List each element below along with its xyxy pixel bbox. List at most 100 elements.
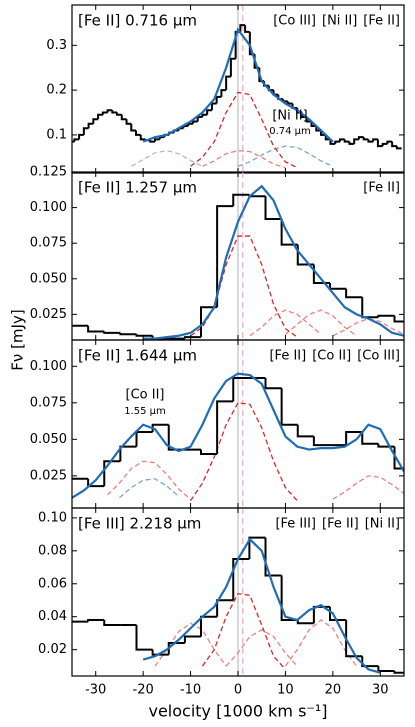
spectrum-step bbox=[116, 112, 122, 116]
plot-area bbox=[72, 340, 404, 508]
y-tick-label: 0.06 bbox=[38, 576, 67, 591]
spectrum-step bbox=[103, 620, 121, 626]
x-tick-label: -30 bbox=[85, 683, 106, 698]
spectrum-step bbox=[206, 109, 212, 115]
spectrum-step bbox=[345, 288, 363, 299]
spectrum-step bbox=[149, 140, 155, 143]
plot-area bbox=[72, 172, 404, 340]
spectrum-step bbox=[183, 336, 202, 339]
spectrum-step bbox=[280, 388, 298, 426]
spectrum-step bbox=[151, 423, 169, 433]
spectrum-step bbox=[106, 109, 113, 113]
spectrum-step bbox=[232, 558, 250, 601]
fit-line bbox=[142, 537, 381, 674]
line-label: [Ni II] bbox=[365, 517, 400, 532]
spectrum-step bbox=[391, 141, 397, 148]
spectrum-step bbox=[210, 102, 217, 111]
component-line bbox=[107, 460, 191, 500]
spectrum-step bbox=[376, 139, 383, 148]
line-label: [Co III] bbox=[273, 14, 316, 29]
y-tick-label: 0.025 bbox=[30, 468, 67, 483]
y-tick-label: 0.08 bbox=[38, 543, 67, 558]
spectrum-step bbox=[167, 642, 185, 655]
spectrum-step bbox=[200, 449, 218, 455]
y-tick-label: 0.075 bbox=[30, 236, 67, 251]
spectrum-step bbox=[264, 196, 282, 220]
component-line bbox=[285, 309, 357, 337]
annotation-detail: 0.74 μm bbox=[269, 126, 311, 137]
x-tick-label: -20 bbox=[133, 683, 154, 698]
y-tick-label: 0.050 bbox=[30, 432, 67, 447]
spectrum-step bbox=[191, 120, 198, 124]
y-tick-label: 0.100 bbox=[30, 359, 67, 374]
component-line bbox=[190, 91, 298, 169]
plot-area bbox=[72, 508, 404, 676]
x-tick-label: 10 bbox=[277, 683, 294, 698]
spectrum-step bbox=[125, 119, 132, 125]
spectrum-step bbox=[92, 118, 99, 124]
spectrum-step bbox=[154, 138, 160, 142]
spectrum-step bbox=[225, 75, 231, 91]
spectrum-step bbox=[135, 431, 153, 447]
component-line bbox=[332, 475, 404, 500]
component-line bbox=[119, 478, 180, 499]
spectrum-step bbox=[73, 138, 80, 142]
spectrum-step bbox=[119, 332, 137, 336]
spectrum-step bbox=[87, 619, 105, 622]
component-line bbox=[190, 402, 298, 502]
spectrum-step bbox=[82, 127, 89, 135]
spectrum-step bbox=[196, 116, 203, 122]
spectrum-step bbox=[97, 113, 103, 120]
spectrum-step bbox=[372, 138, 378, 142]
spectrum-step bbox=[248, 536, 266, 560]
spectrum-step bbox=[232, 376, 250, 402]
annotation-detail: 1.55 μm bbox=[124, 406, 166, 417]
x-tick-label: 30 bbox=[372, 683, 389, 698]
line-label: [Fe II] bbox=[363, 14, 400, 29]
spectrum-step bbox=[386, 140, 393, 144]
component-line bbox=[284, 619, 358, 667]
y-tick-label: 0.2 bbox=[46, 83, 67, 98]
spectrum-step bbox=[135, 130, 141, 136]
fit-line bbox=[142, 27, 334, 143]
spectrum-step bbox=[120, 114, 127, 121]
y-tick-label: 0.3 bbox=[46, 38, 67, 53]
spectrum-step bbox=[158, 136, 165, 140]
component-line bbox=[202, 149, 286, 169]
y-tick-label: 0.04 bbox=[38, 609, 67, 624]
spectrum-step bbox=[87, 122, 94, 129]
spectrum-step bbox=[220, 89, 227, 97]
line-label: [Fe II] bbox=[322, 517, 359, 532]
spectrum-step bbox=[111, 110, 118, 114]
spectrum-step bbox=[381, 142, 388, 147]
panel-title: [Fe II] 1.644 μm bbox=[78, 347, 197, 365]
line-label: [Fe II] bbox=[363, 181, 400, 196]
fit-line bbox=[72, 372, 404, 499]
component-line bbox=[332, 317, 404, 337]
spectrum-step bbox=[312, 436, 331, 447]
panel-title: [Fe II] 0.716 μm bbox=[78, 12, 197, 30]
spectrum-step bbox=[395, 146, 402, 150]
spectrum-step bbox=[229, 57, 236, 77]
spectrum-step bbox=[232, 193, 250, 207]
line-label: [Fe III] bbox=[275, 517, 316, 532]
spectrum-step bbox=[215, 95, 222, 104]
spectrum-step bbox=[362, 137, 369, 141]
spectrum-step bbox=[377, 443, 395, 448]
annotation: [Ni II] bbox=[272, 109, 307, 124]
spectrum-step bbox=[216, 400, 234, 454]
x-axis-label: velocity [1000 km s⁻¹] bbox=[148, 702, 327, 721]
spectrum-step bbox=[280, 575, 298, 621]
y-axis-label: Fν [mJy] bbox=[9, 309, 27, 370]
spectrum-step bbox=[296, 620, 314, 625]
spectrum-step bbox=[361, 297, 379, 319]
spectrum-step bbox=[187, 122, 193, 126]
y-tick-label: 0.125 bbox=[30, 165, 67, 180]
spectrum-step bbox=[87, 325, 105, 333]
spectrum-step bbox=[361, 656, 379, 668]
component-line bbox=[249, 309, 322, 337]
x-tick-label: -10 bbox=[180, 683, 201, 698]
spectrum-step bbox=[334, 140, 340, 144]
spectrum-step bbox=[78, 133, 84, 140]
